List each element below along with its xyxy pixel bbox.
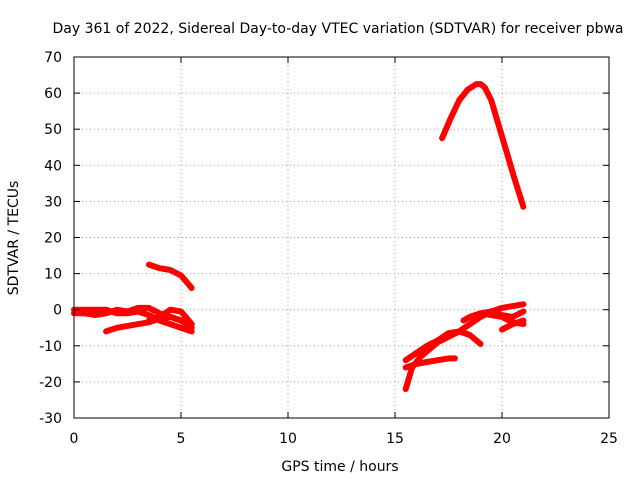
y-tick-label: 10 — [44, 267, 62, 283]
x-tick-label: 10 — [279, 431, 297, 447]
x-axis-title: GPS time / hours — [281, 459, 398, 475]
x-tick-label: 20 — [493, 431, 511, 447]
y-tick-label: 50 — [44, 122, 62, 138]
y-axis-title: SDTVAR / TECUs — [6, 181, 22, 296]
chart-title: Day 361 of 2022, Sidereal Day-to-day VTE… — [52, 21, 623, 37]
series-line-sat-h — [402, 328, 484, 364]
y-tick-label: 40 — [44, 158, 62, 174]
y-tick-label: 20 — [44, 231, 62, 247]
series-line-sat-i — [402, 355, 458, 371]
x-tick-label: 25 — [600, 431, 618, 447]
y-tick-label: -30 — [39, 411, 62, 427]
series-line-sat-e — [145, 261, 195, 291]
series-line-sat-d — [145, 306, 195, 328]
y-tick-label: -10 — [39, 339, 62, 355]
tick-layer: 0 5 10 15 20 25 -30 -20 -10 0 10 20 30 40 50 60 70 — [39, 50, 618, 447]
series-layer — [71, 81, 527, 393]
grid-layer — [74, 57, 609, 418]
y-tick-label: -20 — [39, 375, 62, 391]
y-tick-label: 60 — [44, 86, 62, 102]
y-tick-label: 0 — [53, 303, 62, 319]
series-line-sat-c — [71, 304, 195, 328]
x-tick-label: 5 — [177, 431, 186, 447]
x-tick-label: 0 — [70, 431, 79, 447]
series-line-sat-k — [477, 308, 527, 320]
y-tick-label: 70 — [44, 50, 62, 66]
y-tick-label: 30 — [44, 194, 62, 210]
x-tick-label: 15 — [386, 431, 404, 447]
series-line-sat-l — [499, 317, 527, 333]
series-line-sat-f — [439, 81, 527, 210]
